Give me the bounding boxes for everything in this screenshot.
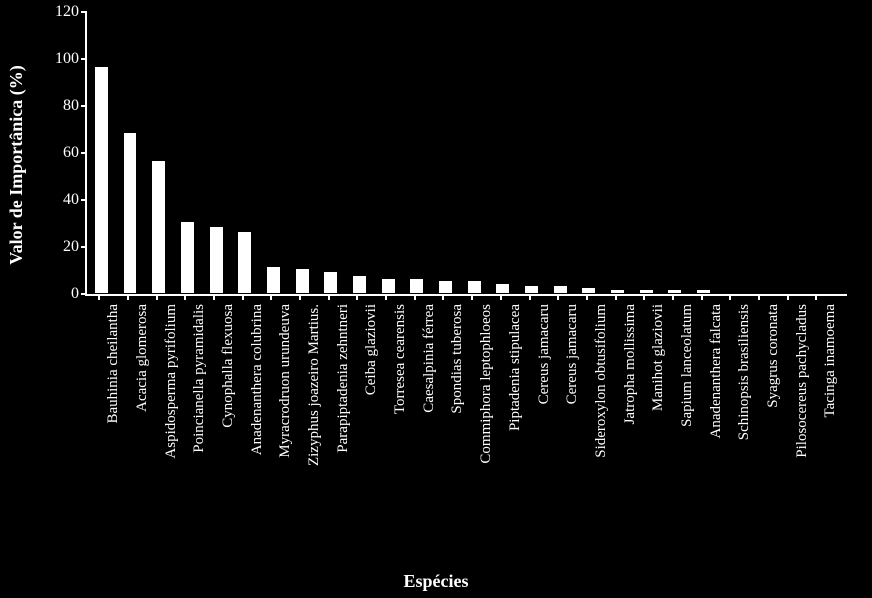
x-tick — [385, 294, 387, 300]
bar — [151, 160, 166, 294]
bar — [237, 231, 252, 294]
y-tick-label: 120 — [55, 3, 79, 21]
x-tick-label: Schinopsis brasiliensis — [736, 304, 753, 440]
bar — [209, 226, 224, 294]
y-tick — [81, 152, 87, 154]
x-tick — [586, 294, 588, 300]
x-axis-title: Espécies — [0, 571, 872, 592]
y-tick — [81, 246, 87, 248]
bar — [409, 278, 424, 294]
bar — [352, 275, 367, 294]
x-tick-label: Anadenanthera colubrina — [249, 304, 266, 455]
bar — [553, 285, 568, 294]
bar — [94, 66, 109, 294]
bar — [667, 289, 682, 294]
x-tick-label: Anadenanthera falcata — [708, 304, 725, 439]
x-tick-label: Syagrus coronata — [765, 304, 782, 408]
x-tick — [672, 294, 674, 300]
x-tick-label: Parapiptadenia zehntneri — [335, 304, 352, 453]
x-tick — [500, 294, 502, 300]
x-tick-label: Pilosocereus pachycladus — [794, 304, 811, 458]
bar — [180, 221, 195, 294]
species-importance-chart: Valor de Importânica (%) 020406080100120… — [0, 0, 872, 598]
x-tick — [156, 294, 158, 300]
x-tick-label: Tacinga inamoema — [822, 304, 839, 417]
x-tick-label: Zizyphus joazeiro Martius. — [306, 304, 323, 466]
x-tick-label: Myracrodruon urundeuva — [277, 304, 294, 458]
x-tick-label: Aspidosperma pyrifolium — [163, 304, 180, 459]
y-tick-label: 60 — [63, 144, 79, 162]
x-tick-label: Cereus jamacaru — [564, 304, 581, 404]
bar — [266, 266, 281, 294]
bar — [811, 292, 826, 294]
bar — [467, 280, 482, 294]
x-tick — [701, 294, 703, 300]
x-tick — [471, 294, 473, 300]
bar — [725, 292, 740, 294]
x-tick — [328, 294, 330, 300]
x-tick — [184, 294, 186, 300]
x-tick — [242, 294, 244, 300]
y-tick-label: 40 — [63, 191, 79, 209]
x-tick-label: Spondias tuberosa — [449, 304, 466, 414]
x-tick-label: Cynophalla flexuosa — [220, 304, 237, 428]
y-tick — [81, 293, 87, 295]
x-tick — [557, 294, 559, 300]
x-tick — [529, 294, 531, 300]
bars-container — [87, 12, 847, 294]
bar — [438, 280, 453, 294]
x-tick — [643, 294, 645, 300]
x-tick-label: Caesalpinia férrea — [421, 304, 438, 413]
bar — [696, 289, 711, 294]
bar — [782, 292, 797, 294]
plot-area: 020406080100120 — [85, 12, 847, 296]
bar — [295, 268, 310, 294]
x-tick — [615, 294, 617, 300]
x-tick-label: Sideroxylon obtusifolium — [593, 304, 610, 458]
bar — [381, 278, 396, 294]
x-tick — [299, 294, 301, 300]
bar — [123, 132, 138, 294]
x-tick-label: Ceiba glaziovii — [363, 304, 380, 395]
x-tick — [758, 294, 760, 300]
x-labels-area: Bauhinia cheilantha Acacia glomerosa Aspid… — [85, 300, 845, 562]
y-tick-label: 20 — [63, 238, 79, 256]
y-tick — [81, 105, 87, 107]
y-tick — [81, 11, 87, 13]
x-tick-label: Jatropha mollissima — [622, 304, 639, 424]
x-tick-label: Acacia glomerosa — [134, 304, 151, 412]
x-tick-label: Commiphora leptophloeos — [478, 304, 495, 464]
x-tick — [356, 294, 358, 300]
x-tick — [414, 294, 416, 300]
y-tick — [81, 199, 87, 201]
x-tick — [270, 294, 272, 300]
x-tick-label: Poincianella pyramidalis — [191, 304, 208, 453]
y-tick-label: 100 — [55, 50, 79, 68]
x-tick — [98, 294, 100, 300]
x-tick — [815, 294, 817, 300]
y-axis-title: Valor de Importânica (%) — [6, 40, 27, 290]
bar — [581, 287, 596, 294]
y-tick-label: 80 — [63, 97, 79, 115]
bar — [639, 289, 654, 294]
y-tick-label: 0 — [71, 285, 79, 303]
x-tick — [442, 294, 444, 300]
x-tick-label: Sapium lanceolatum — [679, 304, 696, 427]
x-tick-label: Manihot glaziovii — [650, 304, 667, 411]
x-tick — [213, 294, 215, 300]
bar — [524, 285, 539, 294]
x-tick — [787, 294, 789, 300]
x-tick-label: Torresea cearensis — [392, 304, 409, 414]
y-tick — [81, 58, 87, 60]
x-tick-label: Cereus jamacaru — [536, 304, 553, 404]
bar — [495, 283, 510, 294]
bar — [754, 292, 769, 294]
x-tick-label: Bauhinia cheilantha — [105, 304, 122, 424]
x-tick — [729, 294, 731, 300]
bar — [323, 271, 338, 295]
x-tick — [127, 294, 129, 300]
bar — [610, 289, 625, 294]
x-tick-label: Piptadenia stipulacea — [507, 304, 524, 431]
